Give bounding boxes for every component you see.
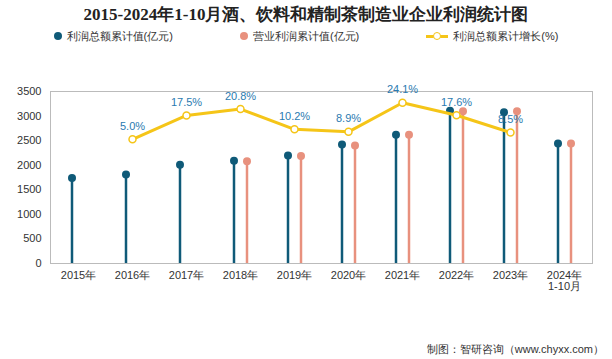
svg-text:8.9%: 8.9% bbox=[336, 112, 361, 124]
svg-text:2015年: 2015年 bbox=[61, 269, 96, 281]
svg-text:2023年: 2023年 bbox=[493, 269, 528, 281]
svg-text:20.8%: 20.8% bbox=[225, 90, 256, 102]
html-text:利润总额累计增长(%): 利润总额累计增长(%) bbox=[453, 29, 559, 42]
html-text:利润总额累计值(亿元): 利润总额累计值(亿元) bbox=[66, 29, 173, 42]
svg-text:8.5%: 8.5% bbox=[498, 113, 523, 125]
svg-text:5.0%: 5.0% bbox=[120, 120, 145, 132]
svg-text:10.2%: 10.2% bbox=[279, 110, 310, 122]
svg-text:500: 500 bbox=[23, 232, 41, 244]
svg-text:1500: 1500 bbox=[17, 183, 41, 195]
svg-text:2016年: 2016年 bbox=[115, 269, 150, 281]
svg-text:0: 0 bbox=[35, 257, 41, 269]
svg-text:2019年: 2019年 bbox=[277, 269, 312, 281]
svg-text:3000: 3000 bbox=[17, 110, 41, 122]
svg-text:1000: 1000 bbox=[17, 208, 41, 220]
svg-text:2018年: 2018年 bbox=[223, 269, 258, 281]
svg-text:2017年: 2017年 bbox=[169, 269, 204, 281]
svg-text:2500: 2500 bbox=[17, 134, 41, 146]
svg-text:2021年: 2021年 bbox=[385, 269, 420, 281]
svg-text:2000: 2000 bbox=[17, 159, 41, 171]
html-text:制图：智研咨询（www.chyxx.com）: 制图：智研咨询（www.chyxx.com） bbox=[426, 343, 604, 355]
svg-text:17.5%: 17.5% bbox=[171, 96, 202, 108]
svg-text:17.6%: 17.6% bbox=[441, 96, 472, 108]
svg-text:3500: 3500 bbox=[17, 85, 41, 97]
svg-text:2020年: 2020年 bbox=[331, 269, 366, 281]
svg-text:2022年: 2022年 bbox=[439, 269, 474, 281]
html-text:营业利润累计值(亿元): 营业利润累计值(亿元) bbox=[252, 29, 360, 42]
svg-text:24.1%: 24.1% bbox=[387, 83, 418, 95]
html-text:2015-2024年1-10月酒、饮料和精制茶制造业企业利润: 2015-2024年1-10月酒、饮料和精制茶制造业企业利润统计图 bbox=[83, 5, 529, 24]
svg-text:2024年1-10月: 2024年1-10月 bbox=[547, 269, 582, 292]
